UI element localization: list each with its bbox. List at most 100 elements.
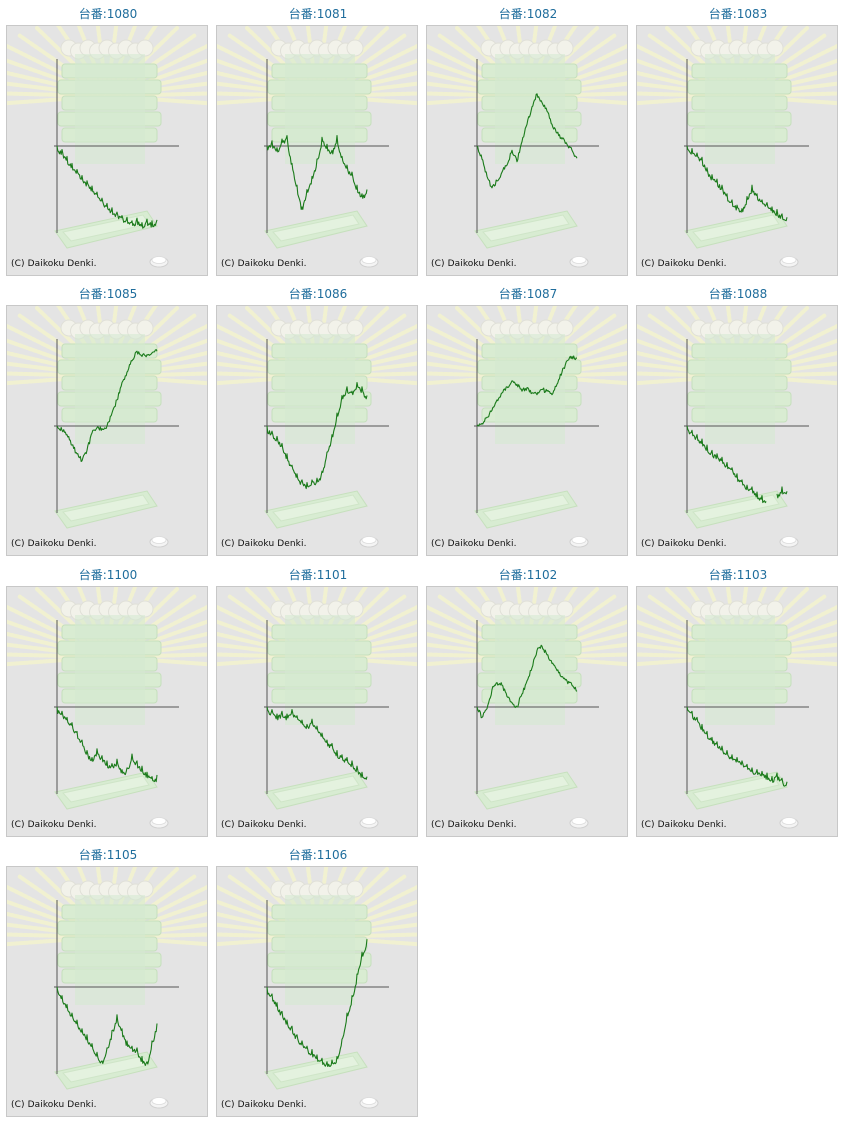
copyright-label: (C) Daikoku Denki. xyxy=(221,820,307,830)
coin-icon xyxy=(569,256,589,268)
copyright-label: (C) Daikoku Denki. xyxy=(11,820,97,830)
slump-graph xyxy=(427,26,627,268)
machine-cell[interactable]: 台番:1080 (C) Daikoku Denki. xyxy=(6,6,210,282)
slump-line xyxy=(266,381,368,490)
slump-line xyxy=(56,986,158,1066)
machine-cell[interactable]: 台番:1101 (C) Daikoku Denki. xyxy=(216,567,420,843)
coin-icon xyxy=(569,817,589,829)
machine-number[interactable]: 台番:1083 xyxy=(708,7,768,21)
slump-graph xyxy=(217,587,417,829)
machine-number[interactable]: 台番:1103 xyxy=(708,568,768,582)
machine-number[interactable]: 台番:1082 xyxy=(498,7,558,21)
slump-graph xyxy=(7,26,207,268)
machine-cell[interactable]: 台番:1086 (C) Daikoku Denki. xyxy=(216,286,420,562)
coin-icon xyxy=(149,536,169,548)
slump-graph-panel: (C) Daikoku Denki. xyxy=(6,866,208,1117)
copyright-label: (C) Daikoku Denki. xyxy=(641,539,727,549)
slump-graph-panel: (C) Daikoku Denki. xyxy=(216,305,418,556)
slump-line xyxy=(686,145,788,222)
machine-cell[interactable]: 台番:1088 (C) Daikoku Denki. xyxy=(636,286,840,562)
machine-cell[interactable]: 台番:1085 (C) Daikoku Denki. xyxy=(6,286,210,562)
machine-cell[interactable]: 台番:1105 (C) Daikoku Denki. xyxy=(6,847,210,1123)
machine-grid: 台番:1080 (C) Daikoku Denki. 台番:1081 (C) D… xyxy=(6,6,841,1121)
slump-graph-panel: (C) Daikoku Denki. xyxy=(426,305,628,556)
machine-cell[interactable]: 台番:1083 (C) Daikoku Denki. xyxy=(636,6,840,282)
slump-line xyxy=(476,644,578,719)
background-artwork xyxy=(7,587,207,810)
coin-icon xyxy=(149,817,169,829)
slump-graph-panel: (C) Daikoku Denki. xyxy=(636,25,838,276)
slump-line xyxy=(266,939,368,1068)
machine-number[interactable]: 台番:1100 xyxy=(78,568,138,582)
slump-graph xyxy=(637,306,837,548)
slump-line xyxy=(476,355,577,427)
background-artwork xyxy=(637,587,837,810)
background-artwork xyxy=(427,26,627,249)
machine-number[interactable]: 台番:1106 xyxy=(288,848,348,862)
copyright-label: (C) Daikoku Denki. xyxy=(641,259,727,269)
slump-graph-panel: (C) Daikoku Denki. xyxy=(426,25,628,276)
slump-line xyxy=(56,706,158,783)
slump-graph-panel: (C) Daikoku Denki. xyxy=(216,586,418,837)
slump-line xyxy=(56,145,158,229)
copyright-label: (C) Daikoku Denki. xyxy=(221,259,307,269)
copyright-label: (C) Daikoku Denki. xyxy=(221,1100,307,1110)
slump-graph xyxy=(217,306,417,548)
machine-number[interactable]: 台番:1087 xyxy=(498,287,558,301)
slump-graph xyxy=(427,306,627,548)
copyright-label: (C) Daikoku Denki. xyxy=(221,539,307,549)
coin-icon xyxy=(149,1097,169,1109)
machine-number[interactable]: 台番:1088 xyxy=(708,287,768,301)
machine-cell[interactable]: 台番:1082 (C) Daikoku Denki. xyxy=(426,6,630,282)
slump-graph xyxy=(217,26,417,268)
copyright-label: (C) Daikoku Denki. xyxy=(431,259,517,269)
slump-line xyxy=(686,425,767,504)
slump-graph-panel: (C) Daikoku Denki. xyxy=(6,305,208,556)
slump-graph xyxy=(427,587,627,829)
machine-number[interactable]: 台番:1105 xyxy=(78,848,138,862)
slump-line xyxy=(266,135,368,210)
machine-number[interactable]: 台番:1102 xyxy=(498,568,558,582)
copyright-label: (C) Daikoku Denki. xyxy=(11,539,97,549)
coin-icon xyxy=(779,256,799,268)
machine-number[interactable]: 台番:1080 xyxy=(78,7,138,21)
slump-graph xyxy=(7,306,207,548)
background-artwork xyxy=(7,867,207,1090)
machine-number[interactable]: 台番:1101 xyxy=(288,568,348,582)
background-artwork xyxy=(217,26,417,249)
slump-line xyxy=(56,349,158,463)
background-artwork xyxy=(637,26,837,249)
slump-graph xyxy=(7,867,207,1109)
slump-graph xyxy=(637,26,837,268)
machine-cell[interactable]: 台番:1087 (C) Daikoku Denki. xyxy=(426,286,630,562)
slump-graph-panel: (C) Daikoku Denki. xyxy=(426,586,628,837)
slump-line xyxy=(266,706,368,780)
slump-line xyxy=(476,93,578,189)
slump-graph xyxy=(217,867,417,1109)
slump-graph-panel: (C) Daikoku Denki. xyxy=(216,25,418,276)
machine-cell[interactable]: 台番:1081 (C) Daikoku Denki. xyxy=(216,6,420,282)
machine-number[interactable]: 台番:1085 xyxy=(78,287,138,301)
copyright-label: (C) Daikoku Denki. xyxy=(641,820,727,830)
coin-icon xyxy=(149,256,169,268)
background-artwork xyxy=(637,306,837,529)
background-artwork xyxy=(217,306,417,529)
machine-cell[interactable]: 台番:1102 (C) Daikoku Denki. xyxy=(426,567,630,843)
slump-line xyxy=(686,706,788,787)
copyright-label: (C) Daikoku Denki. xyxy=(11,259,97,269)
coin-icon xyxy=(359,817,379,829)
coin-icon xyxy=(359,536,379,548)
coin-icon xyxy=(359,1097,379,1109)
copyright-label: (C) Daikoku Denki. xyxy=(431,539,517,549)
machine-cell[interactable]: 台番:1100 (C) Daikoku Denki. xyxy=(6,567,210,843)
machine-number[interactable]: 台番:1081 xyxy=(288,7,348,21)
machine-cell[interactable]: 台番:1103 (C) Daikoku Denki. xyxy=(636,567,840,843)
slump-graph xyxy=(7,587,207,829)
coin-icon xyxy=(569,536,589,548)
slump-graph-panel: (C) Daikoku Denki. xyxy=(636,305,838,556)
slump-graph-panel: (C) Daikoku Denki. xyxy=(6,25,208,276)
background-artwork xyxy=(427,587,627,810)
machine-cell[interactable]: 台番:1106 (C) Daikoku Denki. xyxy=(216,847,420,1123)
coin-icon xyxy=(359,256,379,268)
machine-number[interactable]: 台番:1086 xyxy=(288,287,348,301)
